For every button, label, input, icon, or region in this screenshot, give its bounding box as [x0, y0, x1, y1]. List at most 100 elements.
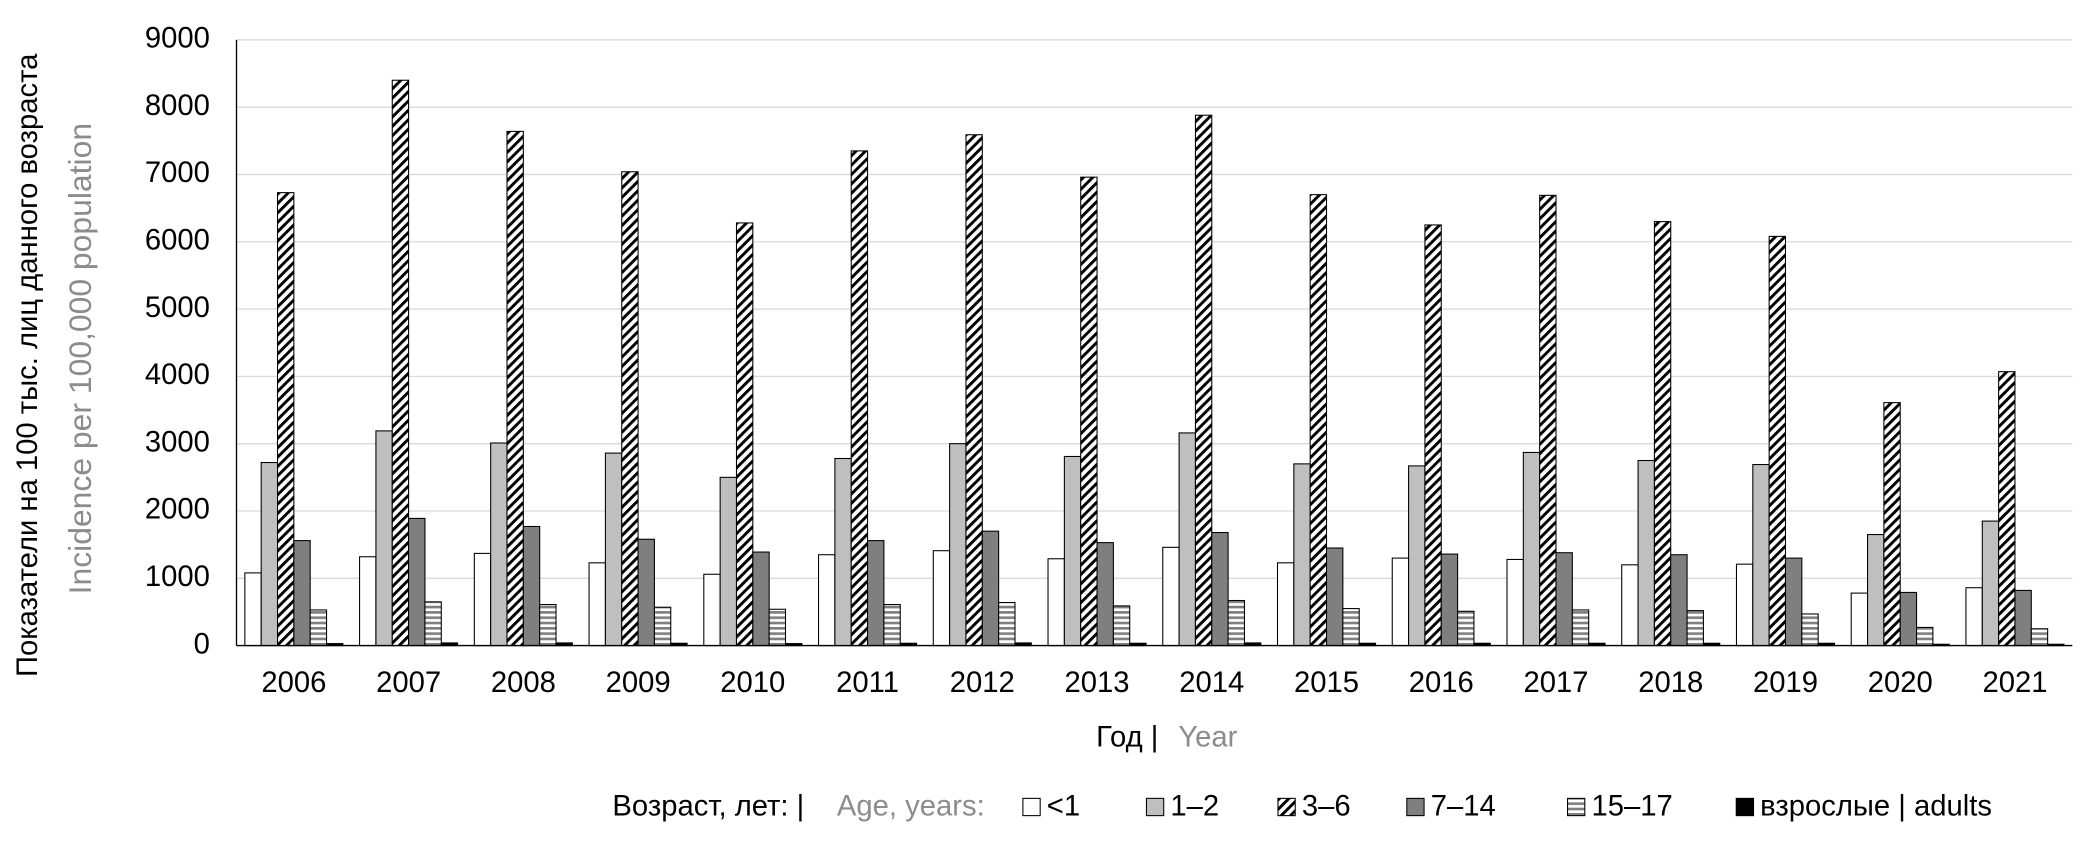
bar [1768, 235, 1787, 647]
bar [1735, 563, 1754, 647]
bar [1981, 520, 2000, 647]
bar [850, 150, 869, 647]
x-tick-label: 2006 [261, 667, 326, 699]
bar [1539, 194, 1557, 647]
bar [539, 604, 557, 647]
bar [1325, 547, 1344, 647]
bar [637, 538, 655, 647]
bar [653, 606, 672, 647]
bar [1506, 558, 1524, 647]
x-tick-label: 2007 [376, 667, 441, 699]
bar [981, 530, 1000, 647]
bar [473, 552, 492, 647]
bar [1522, 451, 1541, 647]
bar [1227, 599, 1245, 647]
legend-swatch [1406, 797, 1425, 817]
bar [621, 171, 639, 647]
bar [1342, 608, 1360, 647]
x-axis-title: Год | [1096, 721, 1158, 753]
bar [424, 601, 442, 647]
y-tick-label: 3000 [145, 426, 210, 458]
y-tick-label: 7000 [145, 157, 210, 189]
bar [1637, 459, 1655, 647]
x-tick-label: 2017 [1523, 667, 1588, 699]
bar [588, 562, 606, 647]
bar [1686, 610, 1704, 647]
bar [1112, 605, 1131, 647]
x-tick-label: 2011 [836, 667, 899, 699]
bar [1408, 465, 1426, 647]
legend-swatch [1145, 797, 1165, 817]
bar [293, 540, 311, 647]
bar [1965, 587, 1983, 647]
bar [1899, 591, 1918, 647]
bar [2030, 628, 2049, 647]
bar [1784, 557, 1803, 647]
bar [1391, 557, 1410, 647]
x-tick-label: 2021 [1982, 667, 2047, 699]
x-tick-label: 2014 [1179, 667, 1244, 699]
legend-label: 7–14 [1431, 790, 1496, 822]
y-tick-label: 8000 [145, 90, 210, 122]
bar [1883, 402, 1901, 647]
legend-swatch [1735, 797, 1755, 817]
bar [1653, 221, 1672, 647]
bar [1440, 553, 1459, 647]
bar [1309, 194, 1328, 647]
bar [1194, 114, 1213, 647]
x-tick-label: 2012 [950, 667, 1015, 699]
x-tick-label: 2020 [1868, 667, 1933, 699]
y-tick-label: 6000 [145, 224, 210, 256]
bar [752, 551, 770, 647]
bar [391, 79, 410, 647]
y-tick-label: 4000 [145, 359, 210, 391]
bar [1096, 542, 1114, 647]
bar [1916, 626, 1934, 647]
legend-label: 3–6 [1302, 790, 1351, 822]
bar [1047, 558, 1065, 647]
bar [244, 572, 262, 647]
bar [949, 443, 967, 647]
bar [1424, 224, 1442, 647]
bar [359, 556, 377, 647]
bar [735, 222, 754, 647]
x-tick-label: 2009 [606, 667, 671, 699]
y-axis-title: Показатели на 100 тыс. лиц данного возра… [12, 53, 44, 677]
bar [768, 608, 787, 647]
bar [1752, 464, 1770, 647]
bar [1555, 552, 1573, 647]
bar [1621, 564, 1639, 647]
y-tick-label: 5000 [145, 292, 210, 324]
bar [1178, 432, 1196, 647]
bar [883, 604, 901, 647]
x-tick-label: 2008 [491, 667, 556, 699]
bar [604, 452, 623, 647]
x-tick-label: 2013 [1065, 667, 1130, 699]
bar [1080, 176, 1098, 647]
bar [1276, 562, 1295, 647]
legend-swatch [1277, 797, 1296, 817]
x-tick-label: 2019 [1753, 667, 1818, 699]
x-tick-label: 2010 [720, 667, 785, 699]
bar [309, 609, 328, 647]
legend-title: Возраст, лет: | [612, 790, 804, 822]
bar [1063, 455, 1082, 647]
x-tick-label: 2018 [1638, 667, 1703, 699]
bar [834, 457, 852, 647]
bar [1457, 610, 1475, 647]
bar [1850, 592, 1869, 647]
y-tick-label: 9000 [145, 23, 210, 55]
y-tick-label: 2000 [145, 494, 210, 526]
legend-title-en: Age, years: [837, 790, 985, 822]
legend-swatch [1567, 797, 1586, 817]
bar [998, 601, 1016, 647]
bar [932, 550, 951, 647]
bar [506, 130, 524, 647]
bar [276, 192, 295, 647]
x-tick-label: 2015 [1294, 667, 1359, 699]
legend-label: 1–2 [1170, 790, 1219, 822]
bar [1670, 554, 1688, 647]
bar [490, 442, 508, 647]
y-tick-label: 1000 [145, 561, 210, 593]
